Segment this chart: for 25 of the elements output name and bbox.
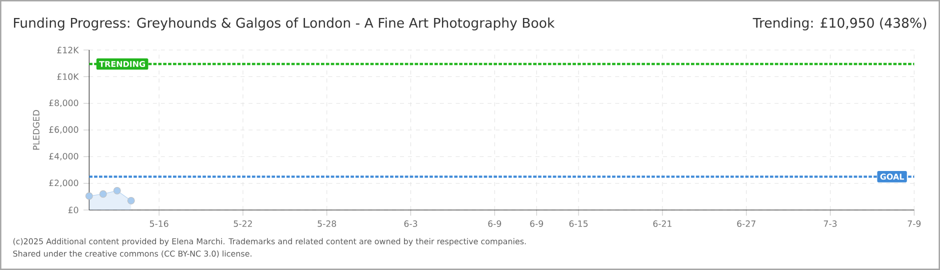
- x-tick-label: 5-28: [318, 220, 336, 227]
- y-tick-label: £2,000: [49, 180, 78, 188]
- y-tick-label: £10K: [57, 73, 79, 80]
- x-tick-label: 6-27: [737, 220, 756, 227]
- point: [113, 186, 121, 194]
- point: [99, 190, 107, 198]
- x-tick-label: 5-16: [150, 220, 168, 227]
- point: [85, 192, 93, 200]
- x-tick-label: 6-15: [569, 220, 588, 227]
- y-tick-label: £0: [68, 206, 78, 214]
- y-axis-title: PLEDGED: [32, 110, 40, 150]
- y-tick-label: £12K: [57, 46, 79, 54]
- chart-title: Funding Progress: Greyhounds & Galgos of London - A Fine Art Photography Book: [14, 18, 555, 30]
- x-tick-label: 6-9: [488, 220, 502, 227]
- y-tick-label: £8,000: [49, 100, 78, 108]
- x-tick-label: 5-22: [234, 220, 252, 227]
- y-tick-label: £4,000: [49, 152, 78, 160]
- point: [127, 196, 135, 204]
- x-tick-label: 7-9: [908, 220, 921, 227]
- x-tick-label: 6-3: [404, 220, 418, 227]
- x-tick-label: 7-3: [824, 220, 837, 227]
- x-tick-label: 6-9: [530, 220, 544, 227]
- chart-subtitle: Trending: £10,950 (438%): [752, 18, 926, 30]
- y-tick-label: £6,000: [49, 126, 78, 134]
- x-tick-label: 6-21: [653, 220, 672, 227]
